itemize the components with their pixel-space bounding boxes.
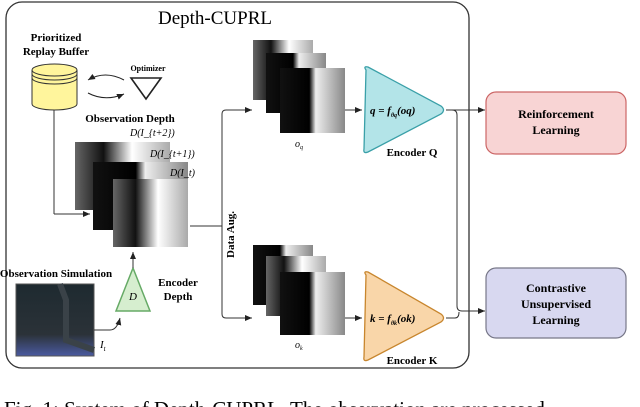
observation-depth-label: Observation Depth [85, 113, 175, 125]
depth-label-t: D(I_t) [169, 168, 196, 179]
oq-label: oq [295, 139, 303, 151]
encoder-k-label: Encoder K [387, 355, 438, 367]
encoder-depth-label-2: Depth [164, 291, 193, 303]
replay-buffer-label-2: Replay Buffer [23, 46, 89, 58]
rl-label-2: Learning [532, 123, 579, 137]
depth-cuprl-frame [5, 1, 470, 369]
observation-simulation-label: Observation Simulation [0, 268, 112, 280]
ok-image-stack [253, 245, 345, 335]
diagram-title: Depth-CUPRL [158, 8, 272, 29]
encoder-depth-label-1: Encoder [158, 277, 198, 289]
encoder-q-label: Encoder Q [387, 147, 438, 159]
depth-image-stack [75, 142, 188, 247]
encoder-depth-triangle [114, 265, 152, 312]
optimizer-to-buffer-arrow [87, 73, 125, 81]
oq-image-stack [253, 40, 345, 133]
replay-buffer-label-1: Prioritized [31, 32, 82, 44]
input-label: It [99, 339, 107, 353]
encoder-k-triangle [363, 271, 445, 362]
encoder-q-triangle [363, 66, 445, 154]
depth-label-t2: D(I_{t+2}) [129, 128, 175, 139]
cl-label-3: Learning [532, 313, 579, 327]
optimizer-label: Optimizer [130, 64, 166, 73]
data-aug-label: Data Aug. [225, 211, 237, 258]
database-icon [31, 63, 78, 111]
cl-label-1: Contrastive [526, 281, 587, 295]
encoder-k-formula: k = fθk(ok) [370, 313, 415, 327]
encoder-depth-symbol: D [128, 291, 137, 303]
contrastive-learning-box [485, 267, 627, 339]
depth-label-t1: D(I_{t+1}) [149, 149, 195, 160]
ok-label: ok [295, 340, 303, 352]
reinforcement-learning-box [485, 91, 627, 155]
figure-caption: Fig. 1: System of Depth-CUPRL. The obser… [4, 397, 545, 407]
encoder-q-formula: q = fθq(oq) [370, 105, 415, 119]
buffer-to-optimizer-arrow [87, 92, 125, 100]
rl-label-1: Reinforcement [518, 107, 594, 121]
optimizer-triangle-icon [129, 77, 163, 101]
cl-label-2: Unsupervised [521, 297, 591, 311]
